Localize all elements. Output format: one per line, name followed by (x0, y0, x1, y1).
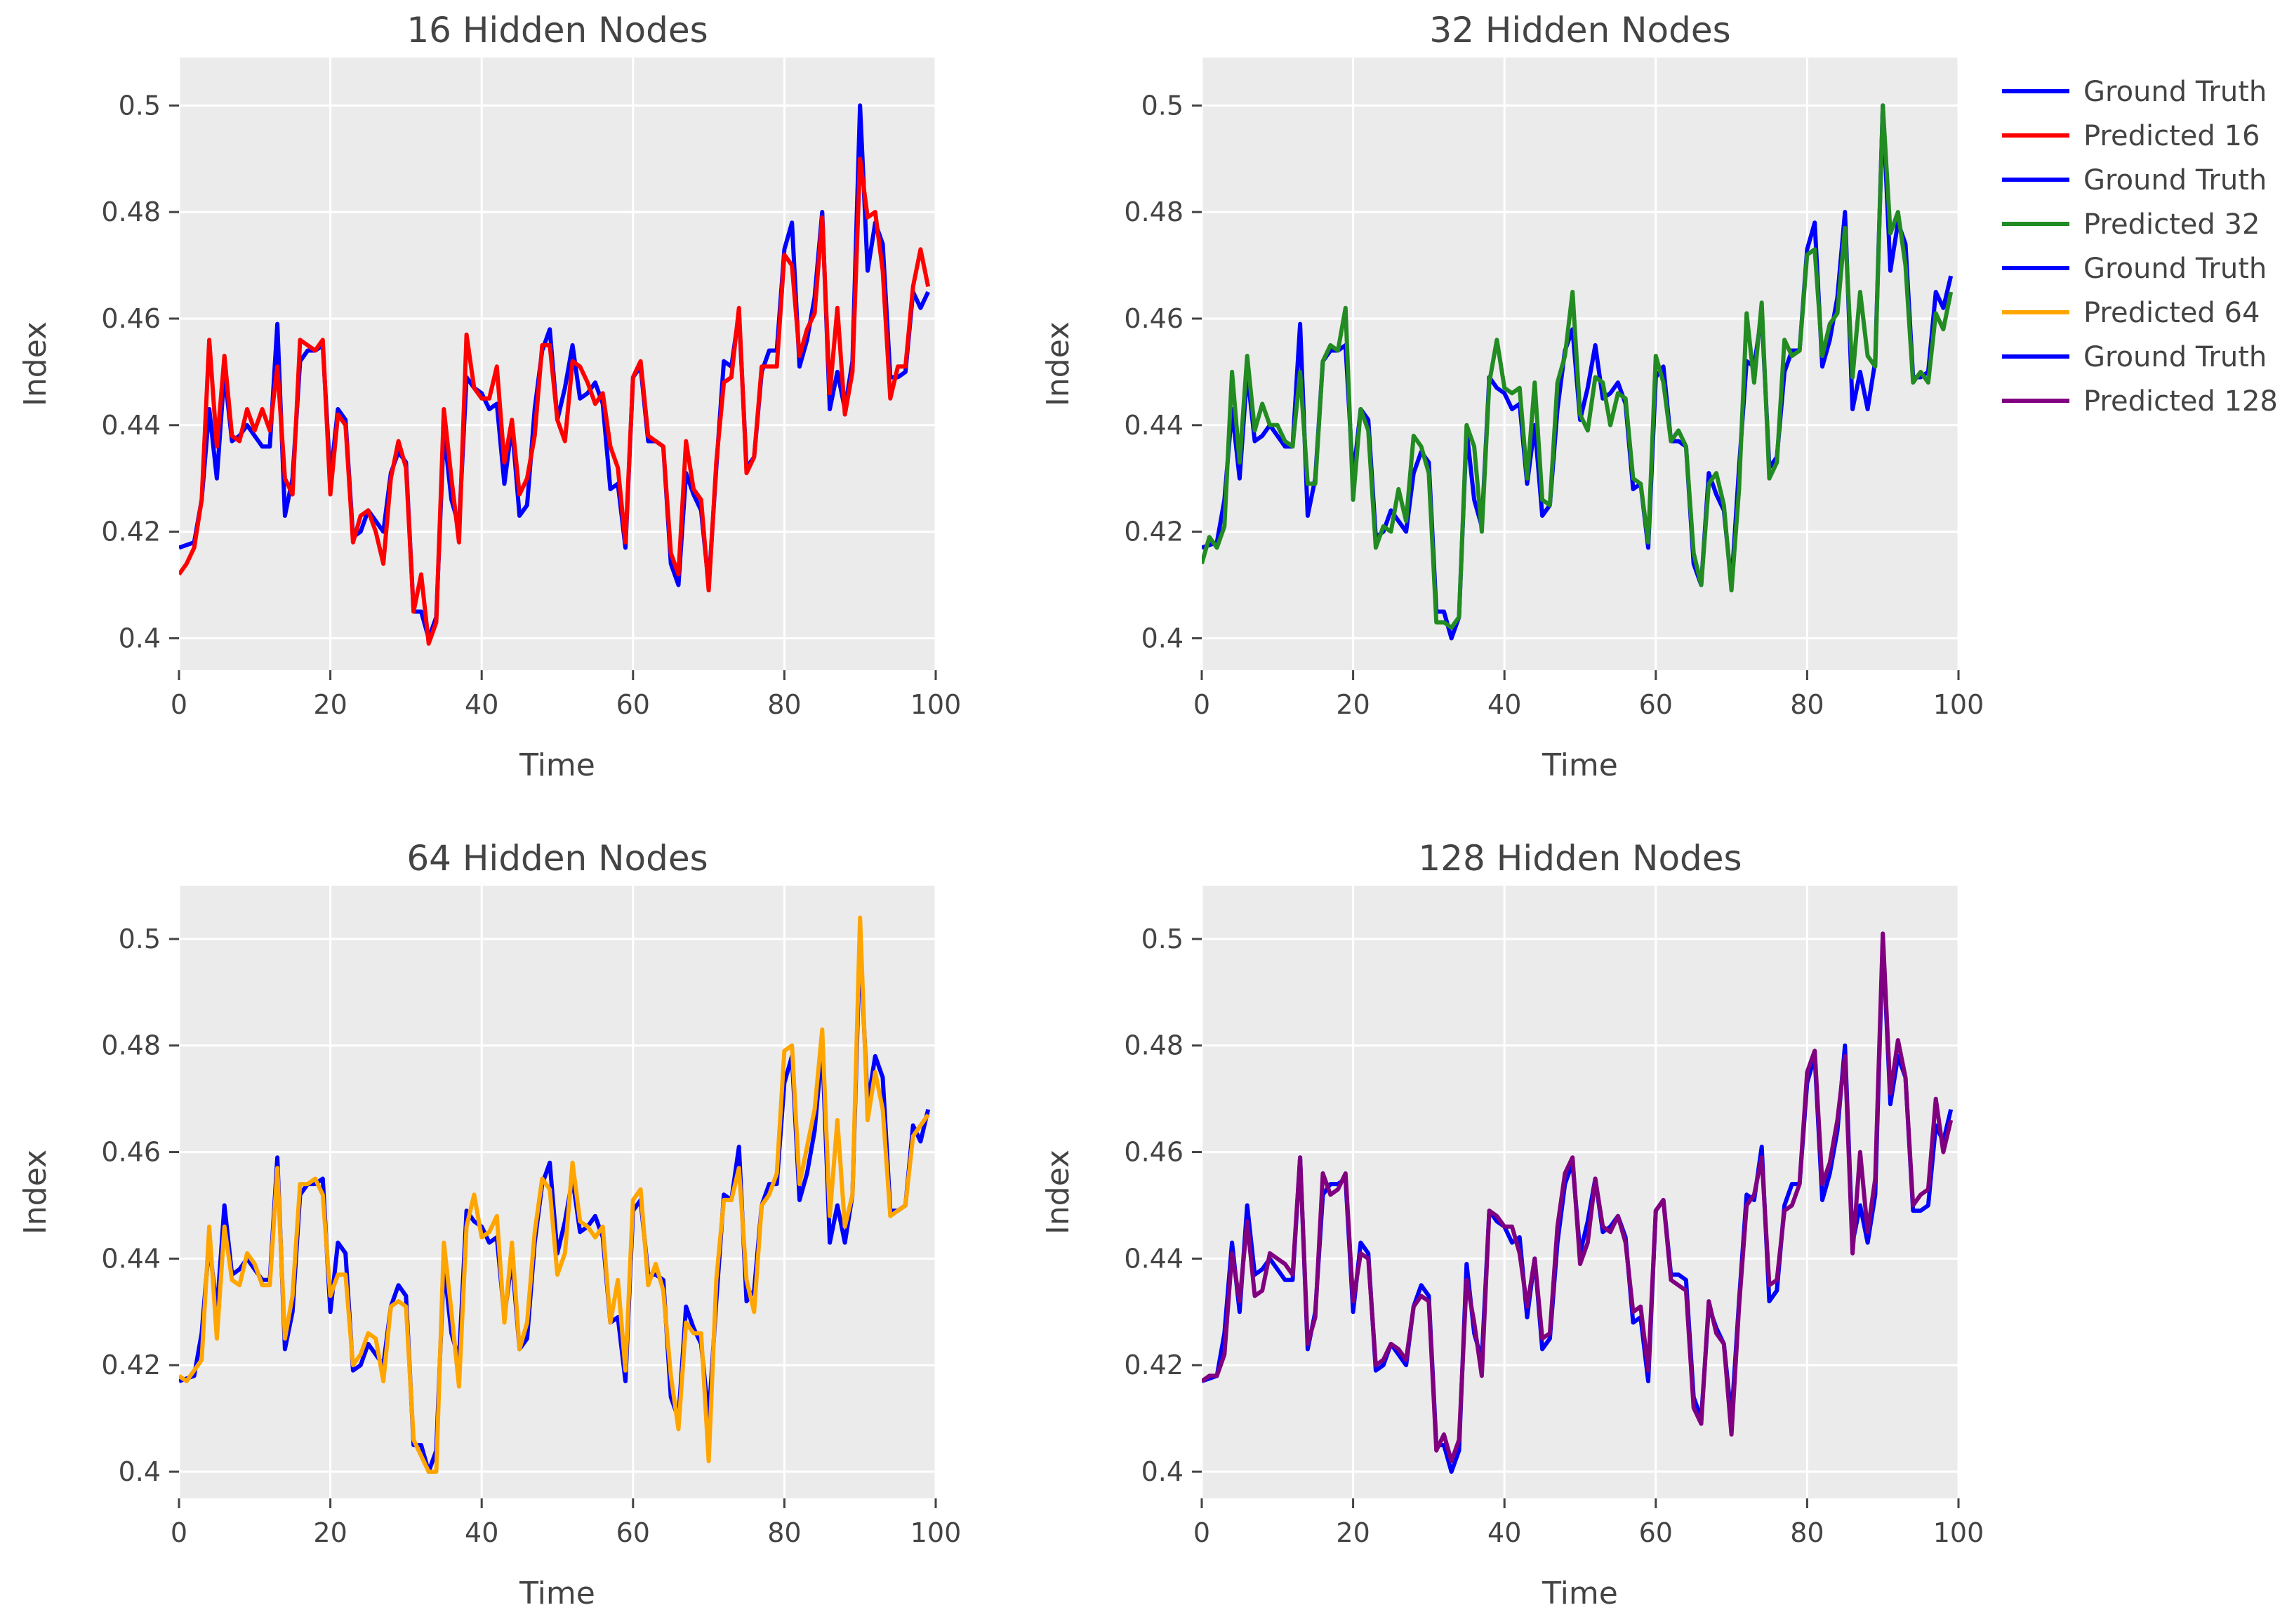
x-tick-label: 20 (313, 1517, 347, 1548)
y-tick-label: 0.44 (101, 1243, 161, 1274)
legend-label: Ground Truth (2083, 253, 2267, 285)
legend-label: Predicted 16 (2083, 120, 2260, 152)
series-line-ground-truth (1202, 103, 1954, 641)
y-tick-label: 0.48 (101, 197, 161, 227)
y-axis-label: Index (1040, 1150, 1076, 1234)
x-tick-label: 0 (171, 1517, 187, 1548)
x-tick-label: 60 (1639, 1517, 1673, 1548)
x-tick-label: 20 (313, 689, 347, 720)
legend-label: Ground Truth (2083, 341, 2267, 373)
y-tick-label: 0.4 (1141, 1456, 1184, 1487)
plot-background (179, 886, 936, 1498)
y-tick-label: 0.48 (1124, 197, 1184, 227)
y-tick-label: 0.46 (101, 1137, 161, 1168)
chart-panel-3: 0 20 40 60 80 100 0.4 0.42 0.44 0.46 0.48 0.5 128 Hi… (1040, 838, 1984, 1611)
legend-label: Predicted 32 (2083, 208, 2260, 241)
chart-panel-1: 0 20 40 60 80 100 0.4 0.42 0.44 0.46 0.48 0.5 32 Hid… (1040, 10, 1984, 783)
x-tick-label: 100 (1933, 1517, 1984, 1548)
x-tick-label: 80 (767, 689, 801, 720)
y-axis-label: Index (18, 321, 53, 406)
x-tick-label: 60 (616, 689, 650, 720)
y-tick-label: 0.4 (1141, 623, 1184, 653)
legend-label: Predicted 64 (2083, 297, 2260, 329)
chart-title: 64 Hidden Nodes (406, 838, 708, 879)
legend: Ground Truth Predicted 16 Ground Truth Pred… (2002, 76, 2278, 418)
chart-panel-2: 0 20 40 60 80 100 0.4 0.42 0.44 0.46 0.48 0.5 64 Hid… (18, 838, 961, 1611)
x-tick-label: 20 (1336, 1517, 1370, 1548)
x-tick-label: 60 (616, 1517, 650, 1548)
y-tick-label: 0.48 (101, 1030, 161, 1061)
x-tick-label: 0 (171, 689, 187, 720)
series-line-predicted-16 (179, 157, 931, 646)
series-line-predicted-64 (179, 915, 930, 1474)
legend-label: Ground Truth (2083, 164, 2267, 197)
x-tick-label: 40 (1487, 1517, 1521, 1548)
y-tick-label: 0.4 (119, 1456, 161, 1487)
plot-background (179, 58, 936, 670)
y-axis-label: Index (1040, 321, 1076, 406)
x-tick-label: 60 (1639, 689, 1673, 720)
x-axis-label: Time (1542, 1576, 1618, 1611)
x-tick-label: 0 (1193, 689, 1210, 720)
y-tick-label: 0.44 (1124, 410, 1184, 441)
plot-background (1202, 58, 1958, 670)
x-tick-label: 100 (1933, 689, 1984, 720)
y-tick-label: 0.48 (1124, 1030, 1184, 1061)
legend-label: Predicted 128 (2083, 385, 2278, 418)
y-tick-label: 0.5 (119, 90, 161, 121)
x-axis-label: Time (1542, 747, 1618, 783)
y-tick-label: 0.42 (101, 1350, 161, 1380)
x-tick-label: 40 (465, 1517, 498, 1548)
x-axis-label: Time (519, 747, 595, 783)
series-line-predicted-128 (1202, 931, 1954, 1463)
y-tick-label: 0.46 (101, 303, 161, 334)
y-tick-label: 0.46 (1124, 1137, 1184, 1168)
x-tick-label: 100 (910, 1517, 962, 1548)
y-tick-label: 0.46 (1124, 303, 1184, 334)
y-tick-label: 0.42 (1124, 517, 1184, 547)
x-tick-label: 40 (465, 689, 498, 720)
series-line-predicted-32 (1202, 103, 1954, 630)
x-tick-label: 0 (1193, 1517, 1210, 1548)
chart-title: 16 Hidden Nodes (406, 10, 708, 51)
y-tick-label: 0.42 (101, 517, 161, 547)
chart-panel-0: 0 20 40 60 80 100 0.4 0.42 0.44 0.46 0.48 0.5 16 Hid… (18, 10, 961, 783)
x-tick-label: 20 (1336, 689, 1370, 720)
x-tick-label: 80 (1790, 689, 1824, 720)
y-tick-label: 0.44 (1124, 1243, 1184, 1274)
y-tick-label: 0.5 (119, 924, 161, 954)
y-axis-label: Index (18, 1150, 53, 1234)
x-tick-label: 100 (910, 689, 962, 720)
x-tick-label: 80 (767, 1517, 801, 1548)
x-axis-label: Time (519, 1576, 595, 1611)
x-tick-label: 80 (1790, 1517, 1824, 1548)
legend-label: Ground Truth (2083, 76, 2267, 108)
y-tick-label: 0.5 (1141, 924, 1184, 954)
y-tick-label: 0.5 (1141, 90, 1184, 121)
plot-background (1202, 886, 1958, 1498)
y-tick-label: 0.42 (1124, 1350, 1184, 1380)
x-tick-label: 40 (1487, 689, 1521, 720)
y-tick-label: 0.44 (101, 410, 161, 441)
chart-title: 128 Hidden Nodes (1418, 838, 1742, 879)
chart-title: 32 Hidden Nodes (1429, 10, 1730, 51)
y-tick-label: 0.4 (119, 623, 161, 653)
